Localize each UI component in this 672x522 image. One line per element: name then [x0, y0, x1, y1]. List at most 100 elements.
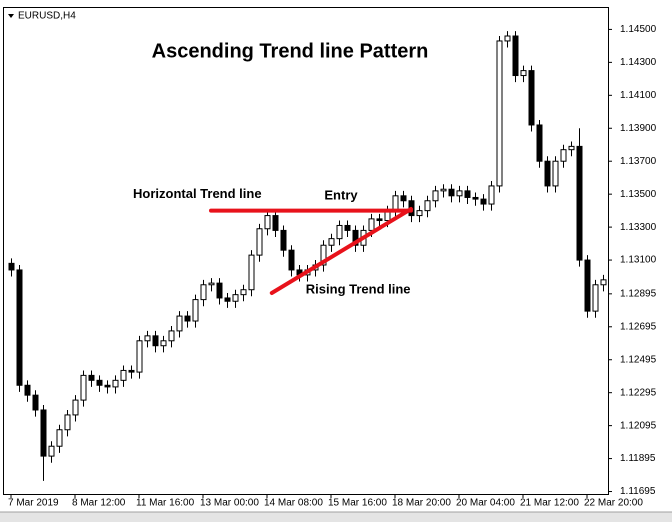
y-tick-label: 1.12495: [620, 354, 657, 365]
candle-body: [264, 215, 271, 230]
candle-body: [440, 188, 447, 192]
x-tick-label: 21 Mar 12:00: [520, 498, 579, 509]
candle-body: [328, 238, 335, 246]
candle-body: [104, 384, 111, 388]
y-tick-label: 1.13300: [620, 222, 657, 233]
x-tick-label: 18 Mar 20:00: [392, 498, 451, 509]
y-tick-label: 1.11895: [620, 453, 656, 464]
candle-body: [200, 284, 207, 301]
candle-body: [280, 229, 287, 251]
candle-body: [432, 190, 439, 202]
candle-body: [176, 315, 183, 332]
tab-strip: [0, 512, 672, 522]
candle-body: [376, 218, 383, 222]
candle-body: [152, 335, 159, 347]
candle-body: [232, 294, 239, 302]
candle-body: [32, 394, 39, 411]
candle-body: [248, 254, 255, 291]
candle-body: [584, 259, 591, 312]
candle-body: [504, 35, 511, 42]
y-tick-label: 1.14100: [620, 90, 657, 101]
candle-body: [576, 145, 583, 261]
candle-body: [336, 224, 343, 240]
candle-body: [208, 282, 215, 286]
candle-body: [256, 228, 263, 256]
candle-body: [88, 374, 95, 381]
y-tick-label: 1.14500: [620, 24, 657, 35]
y-tick-label: 1.12695: [620, 321, 657, 332]
y-tick-label: 1.12895: [620, 288, 657, 299]
candle-body: [8, 262, 15, 271]
y-tick-label: 1.13900: [620, 123, 657, 134]
candle-body: [472, 196, 479, 200]
x-tick-label: 8 Mar 12:00: [72, 498, 126, 509]
candle-body: [112, 379, 119, 388]
candle-body: [272, 215, 279, 231]
candle-body: [520, 70, 527, 77]
candle-body: [72, 399, 79, 416]
x-tick-label: 13 Mar 00:00: [200, 498, 259, 509]
candle-body: [168, 330, 175, 342]
candle-body: [192, 299, 199, 322]
candle-body: [600, 279, 607, 286]
candle-body: [56, 429, 63, 447]
candle-body: [184, 315, 191, 322]
candle-body: [392, 195, 399, 212]
x-tick-label: 15 Mar 16:00: [328, 498, 387, 509]
candle-body: [480, 198, 487, 205]
candle-body: [352, 229, 359, 246]
candle-body: [448, 188, 455, 197]
y-tick-label: 1.13700: [620, 156, 657, 167]
y-tick-label: 1.12095: [620, 420, 657, 431]
candle-body: [488, 185, 495, 205]
candle-body: [64, 414, 71, 431]
candle-body: [240, 289, 247, 296]
chart-title: Ascending Trend line Pattern: [152, 40, 429, 62]
candle-body: [416, 210, 423, 217]
trend-line-label: Rising Trend line: [306, 281, 411, 296]
symbol-arrow: [8, 14, 14, 18]
candle-body: [568, 145, 575, 151]
candle-body: [464, 190, 471, 198]
candle-body: [80, 374, 87, 401]
candle-body: [128, 369, 135, 373]
y-tick-label: 1.13500: [620, 189, 657, 200]
trend-line-label: Horizontal Trend line: [133, 186, 262, 201]
x-tick-label: 11 Mar 16:00: [136, 498, 195, 509]
candle-body: [160, 340, 167, 347]
candle-body: [456, 190, 463, 197]
candle-body: [40, 409, 47, 457]
candle-body: [344, 224, 351, 231]
y-tick-label: 1.11695: [620, 486, 656, 497]
candle-body: [288, 249, 295, 271]
y-tick-label: 1.12295: [620, 387, 657, 398]
candle-body: [216, 282, 223, 299]
candle-body: [536, 124, 543, 162]
candle-body: [560, 149, 567, 162]
candle-body: [424, 200, 431, 212]
candle-body: [496, 40, 503, 187]
candle-body: [544, 160, 551, 187]
candle-body: [368, 218, 375, 231]
symbol-label: EURUSD,H4: [18, 11, 76, 22]
x-tick-label: 20 Mar 04:00: [456, 498, 515, 509]
candle-body: [48, 445, 55, 457]
candle-body: [16, 269, 23, 386]
candle-body: [224, 297, 231, 302]
candle-body: [592, 284, 599, 312]
x-tick-label: 7 Mar 2019: [8, 498, 59, 509]
x-tick-label: 22 Mar 20:00: [584, 498, 643, 509]
candle-body: [96, 379, 103, 386]
y-tick-label: 1.14300: [620, 57, 657, 68]
candle-body: [528, 70, 535, 126]
candle-body: [136, 340, 143, 373]
candle-body: [144, 335, 151, 342]
candle-body: [512, 35, 519, 77]
candle-body: [24, 384, 31, 396]
candle-body: [400, 195, 407, 202]
candle-body: [552, 160, 559, 187]
candle-body: [120, 369, 127, 381]
